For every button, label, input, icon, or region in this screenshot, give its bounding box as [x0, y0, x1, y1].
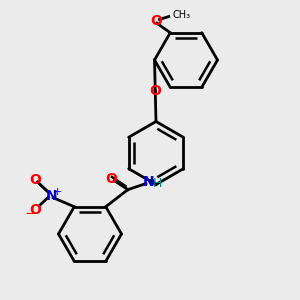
- Text: CH₃: CH₃: [173, 10, 191, 20]
- Text: H: H: [153, 177, 162, 190]
- Text: +: +: [52, 187, 62, 197]
- Text: −: −: [24, 206, 37, 221]
- Text: O: O: [29, 203, 41, 217]
- Text: O: O: [149, 84, 161, 98]
- Text: O: O: [105, 172, 117, 185]
- Text: O: O: [29, 173, 41, 187]
- Text: N: N: [143, 175, 155, 189]
- Text: O: O: [150, 14, 162, 28]
- Text: N: N: [46, 189, 58, 203]
